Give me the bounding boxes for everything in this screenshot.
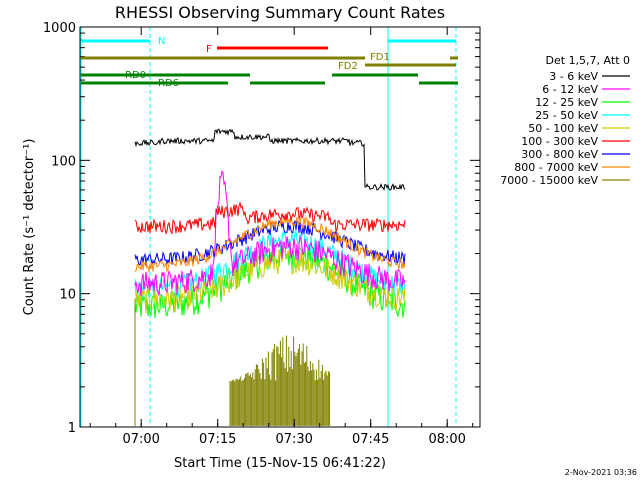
chart-title: RHESSI Observing Summary Count Rates	[115, 3, 445, 22]
y-tick-label: 10	[59, 288, 76, 303]
legend-title: Det 1,5,7, Att 0	[546, 54, 630, 67]
x-axis-ticks: 07:00 07:15 07:30 07:45 08:00	[89, 27, 474, 447]
flag-label: F	[206, 44, 212, 55]
series-line-7000-15000	[229, 335, 331, 426]
flag-label: FD2	[338, 61, 358, 72]
plot-content	[80, 27, 457, 427]
timestamp: 2-Nov-2021 03:36	[565, 468, 637, 477]
flag-label: N	[158, 36, 165, 47]
legend-label: 7000 - 15000 keV	[500, 174, 598, 187]
flag-label: FD1	[370, 52, 390, 63]
flag-label: RD0	[125, 70, 146, 81]
series-line	[134, 201, 406, 235]
plot-frame	[79, 26, 481, 428]
y-axis-label: Count Rate (s⁻¹ detector⁻¹)	[22, 139, 37, 316]
x-tick-label: 07:15	[199, 432, 236, 447]
series-line	[134, 215, 406, 273]
flag-label: RD6	[158, 78, 179, 89]
y-axis-ticks: 1 10 100 1000	[43, 21, 480, 436]
legend-label: 3 - 6 keV	[549, 70, 598, 83]
y-tick-label: 1000	[43, 21, 76, 36]
legend-label: 6 - 12 keV	[542, 83, 598, 96]
y-tick-label: 1	[68, 421, 76, 436]
legend-label: 100 - 300 keV	[521, 135, 598, 148]
series-line	[134, 170, 406, 296]
legend-label: 300 - 800 keV	[521, 148, 598, 161]
legend-label: 50 - 100 keV	[528, 122, 598, 135]
flag-bars: N F FD1 FD2 RD0 RD6	[81, 36, 458, 89]
legend-label: 800 - 7000 keV	[514, 161, 598, 174]
legend-label: 12 - 25 keV	[535, 96, 598, 109]
x-tick-label: 07:45	[352, 432, 389, 447]
y-tick-label: 100	[51, 154, 76, 169]
series-line	[134, 248, 406, 314]
series-line	[134, 128, 406, 192]
x-tick-label: 08:00	[428, 432, 465, 447]
x-axis-label: Start Time (15-Nov-15 06:41:22)	[174, 456, 386, 471]
x-tick-label: 07:00	[122, 432, 159, 447]
legend-label: 25 - 50 keV	[535, 109, 598, 122]
x-tick-label: 07:30	[275, 432, 312, 447]
